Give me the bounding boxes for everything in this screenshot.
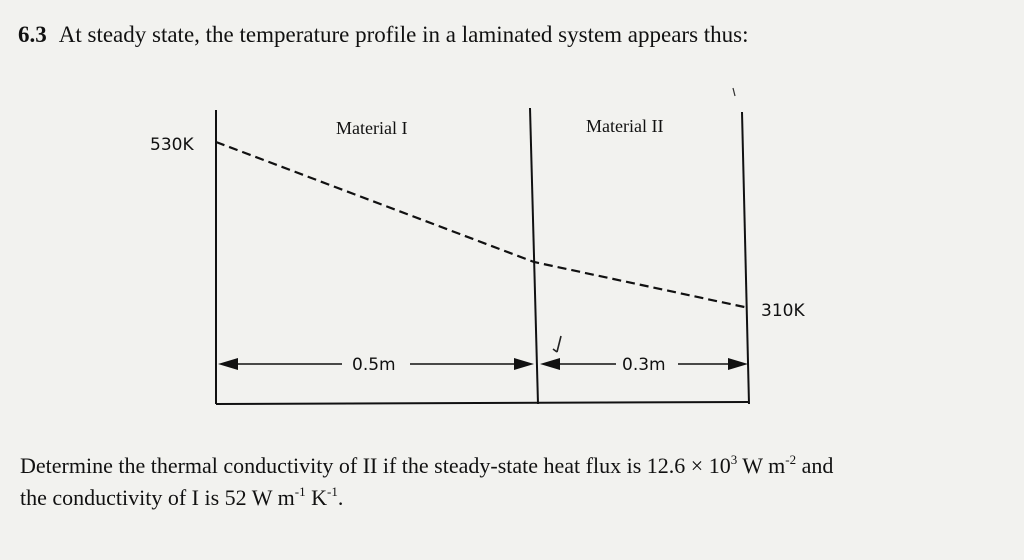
dim-arrowhead-2-right [728,358,748,370]
stray-mark [732,87,736,97]
question-body: Determine the thermal conductivity of II… [20,450,1020,514]
dim-arrowhead-2-left [540,358,560,370]
material-1-label: Material I [336,118,407,138]
interface-wall [529,107,539,405]
material-1-thickness-label: 0.5m [352,355,396,375]
question-body-line-2: the conductivity of I is 52 W m-1 K-1. [20,482,1020,514]
question-number: 6.3 [18,22,47,47]
question-body-line-1: Determine the thermal conductivity of II… [20,450,1020,482]
left-temperature-label: 530K [150,135,194,155]
body-line-1-exp-2: -2 [785,452,797,467]
body-line-1-exp-1: 3 [730,452,738,467]
question-header: 6.3 At steady state, the temperature prof… [18,22,749,48]
pen-mark [552,335,562,353]
body-line-2-exp-2: -1 [327,484,338,499]
body-line-2-mid: K [305,485,327,510]
right-temperature-label: 310K [761,301,805,321]
material-2-label: Material II [586,116,663,136]
body-line-2-exp-1: -1 [294,484,306,499]
body-line-2-text: the conductivity of I is 52 W m [20,485,295,510]
body-line-1-unit: W m [737,453,786,478]
body-line-1-text: Determine the thermal conductivity of II… [20,453,731,478]
right-wall [741,111,750,405]
dim-arrowhead-1-left [218,358,238,370]
base-line [215,401,750,405]
body-line-2-tail: . [337,485,344,510]
dim-arrowhead-1-right [514,358,534,370]
question-header-text: At steady state, the temperature profile… [58,22,749,47]
material-2-thickness-label: 0.3m [622,355,666,375]
temperature-profile-line [215,140,750,310]
body-line-1-tail: and [796,453,834,478]
